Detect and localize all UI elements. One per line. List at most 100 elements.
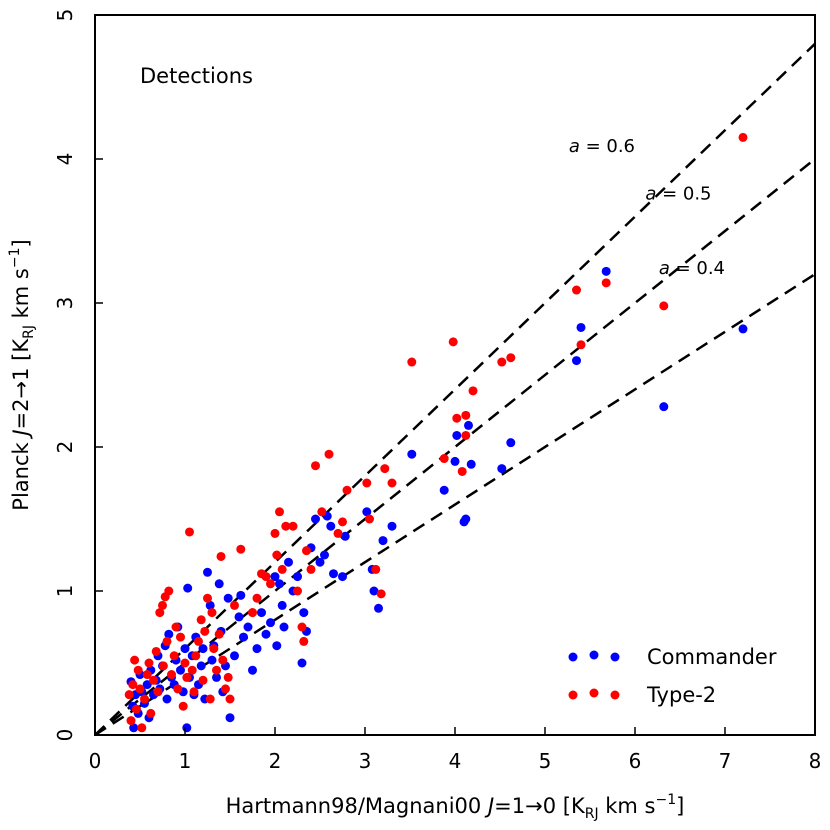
axis-ticks: 0 1 2 3 4 5 6 7 8 0 1 2 3 4 5 xyxy=(53,9,821,773)
data-point-type-2 xyxy=(194,636,203,646)
legend-label-type-2: Type-2 xyxy=(646,683,716,707)
x-tick-label: 1 xyxy=(179,749,192,773)
data-point-commander xyxy=(275,579,284,589)
reference-line xyxy=(94,273,816,737)
data-point-type-2 xyxy=(158,661,168,671)
data-point-commander xyxy=(362,507,372,517)
data-point-type-2 xyxy=(506,353,516,363)
data-point-commander xyxy=(272,641,282,651)
data-point-commander xyxy=(461,514,471,524)
data-point-commander xyxy=(180,644,190,654)
data-point-type-2 xyxy=(302,546,311,556)
data-point-type-2 xyxy=(212,665,221,675)
data-point-type-2 xyxy=(572,285,581,295)
data-point-type-2 xyxy=(189,687,199,697)
data-point-commander xyxy=(329,569,338,579)
data-point-commander xyxy=(257,608,266,618)
reference-lines xyxy=(94,42,816,737)
data-point-commander xyxy=(162,694,172,704)
panel-label: Detections xyxy=(140,64,253,88)
data-point-type-2 xyxy=(387,478,397,488)
reference-line-label-0.5: a = 0.5 xyxy=(645,183,711,204)
data-point-type-2 xyxy=(362,478,372,488)
data-point-type-2 xyxy=(162,636,172,646)
legend-label-commander: Commander xyxy=(647,645,777,669)
y-axis-title: Planck J=2→1 [KRJ km s−1] xyxy=(7,239,37,510)
data-point-type-2 xyxy=(187,665,197,675)
x-tick-label: 0 xyxy=(89,749,102,773)
x-tick-label: 4 xyxy=(449,749,462,773)
reference-line-label-0.6: a = 0.6 xyxy=(569,136,635,157)
legend-item-type-2: Type-2 xyxy=(568,683,716,707)
data-point-commander xyxy=(142,680,152,690)
data-point-type-2 xyxy=(277,564,287,574)
data-point-commander xyxy=(243,622,253,632)
data-point-type-2 xyxy=(261,572,271,582)
data-point-commander xyxy=(311,514,320,524)
y-tick-label: 2 xyxy=(53,441,77,454)
data-point-commander xyxy=(374,603,383,613)
data-point-type-2 xyxy=(207,608,217,618)
data-point-commander xyxy=(299,608,309,618)
data-point-type-2 xyxy=(342,485,352,495)
data-point-type-2 xyxy=(167,670,176,680)
data-point-type-2 xyxy=(182,672,192,682)
data-point-type-2 xyxy=(203,593,212,603)
data-point-commander xyxy=(252,644,262,654)
data-point-type-2 xyxy=(124,690,134,700)
data-point-type-2 xyxy=(218,655,228,665)
legend-marker-type-2 xyxy=(568,688,620,700)
reference-line xyxy=(94,158,816,736)
data-point-commander xyxy=(234,612,244,622)
data-point-type-2 xyxy=(198,675,208,685)
data-point-type-2 xyxy=(169,651,179,661)
data-point-type-2 xyxy=(297,622,307,632)
data-point-type-2 xyxy=(196,615,206,625)
data-point-commander xyxy=(223,593,233,603)
data-point-type-2 xyxy=(376,589,386,599)
data-point-type-2 xyxy=(365,514,374,524)
data-point-type-2 xyxy=(497,357,507,367)
data-point-commander xyxy=(387,521,397,531)
data-point-type-2 xyxy=(468,386,478,396)
legend-dot xyxy=(568,690,578,700)
data-point-type-2 xyxy=(151,646,161,656)
data-point-commander xyxy=(297,658,307,668)
data-point-commander xyxy=(464,420,473,430)
data-point-type-2 xyxy=(146,708,156,718)
plot-frame xyxy=(94,14,816,736)
data-point-type-2 xyxy=(288,521,298,531)
data-point-type-2 xyxy=(324,449,334,459)
data-point-commander xyxy=(326,521,336,531)
data-point-type-2 xyxy=(407,357,417,367)
data-point-type-2 xyxy=(144,658,154,668)
data-point-type-2 xyxy=(153,687,163,697)
x-tick-label: 8 xyxy=(809,749,822,773)
data-point-type-2 xyxy=(223,672,233,682)
data-point-commander xyxy=(164,629,174,639)
legend-dot xyxy=(589,688,599,698)
data-point-type-2 xyxy=(306,564,316,574)
data-point-type-2 xyxy=(248,608,257,618)
y-tick-label: 0 xyxy=(53,729,77,742)
data-point-commander xyxy=(236,590,246,600)
data-point-commander xyxy=(572,356,581,366)
data-point-commander xyxy=(239,632,248,642)
data-point-type-2 xyxy=(128,680,138,690)
data-point-type-2 xyxy=(131,704,141,714)
data-point-type-2 xyxy=(576,340,586,350)
data-point-type-2 xyxy=(173,684,183,694)
legend-item-commander: Commander xyxy=(568,645,777,669)
data-point-type-2 xyxy=(191,651,201,661)
data-point-type-2 xyxy=(216,551,226,561)
data-point-commander xyxy=(266,618,275,628)
data-point-commander xyxy=(248,665,257,675)
y-tick-label: 5 xyxy=(53,9,77,22)
data-points xyxy=(124,132,748,733)
x-axis-title: Hartmann98/Magnani00 J=1→0 [KRJ km s−1] xyxy=(226,792,685,822)
data-point-type-2 xyxy=(281,521,291,531)
data-point-commander xyxy=(738,324,748,334)
data-point-type-2 xyxy=(270,528,280,538)
x-tick-label: 6 xyxy=(629,749,642,773)
